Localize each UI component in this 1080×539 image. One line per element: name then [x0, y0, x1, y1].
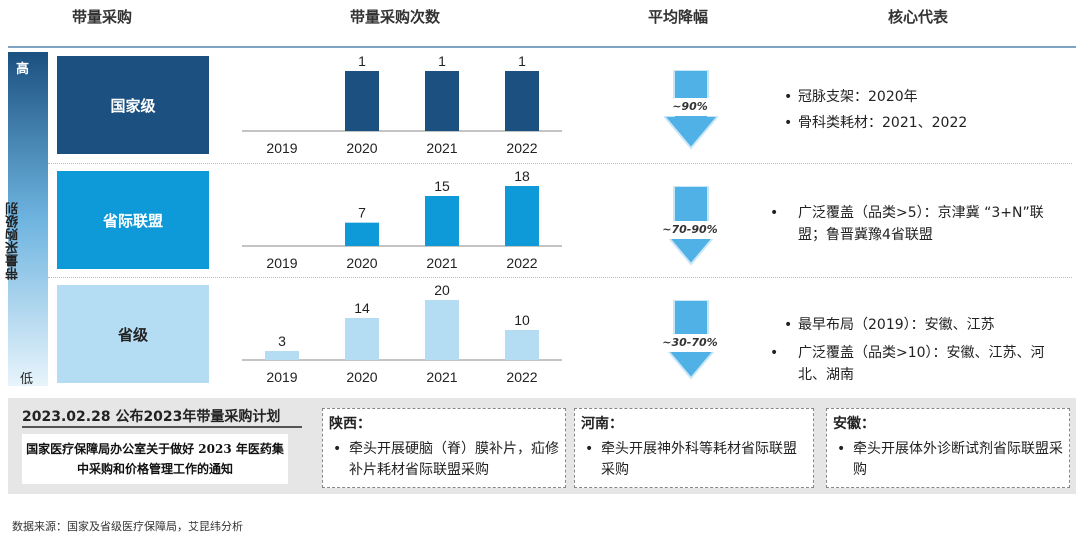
- plan-title: 2023.02.28 公布2023年带量采购计划: [22, 409, 281, 425]
- bar-2021: [425, 71, 459, 131]
- plan-notice: 国家医疗保障局办公室关于做好 2023 年医药集中采购和价格管理工作的通知: [22, 434, 288, 484]
- province-card-shaanxi: 陕西： • 牵头开展硬脑（脊）膜补片，疝修补片耗材省际联盟采购: [322, 408, 566, 488]
- province-body: 牵头开展神外科等耗材省际联盟采购: [601, 441, 797, 478]
- plan-title-underline: [22, 426, 302, 428]
- bar-2020: [345, 222, 379, 246]
- header-rep: 核心代表: [888, 8, 949, 26]
- bar-2019: [265, 351, 299, 360]
- x-tick-label: 2022: [506, 255, 537, 271]
- header-divider: [8, 46, 1076, 48]
- rate-tag-bg: [652, 334, 728, 352]
- x-tick-label: 2020: [346, 255, 377, 271]
- bar-2020: [345, 71, 379, 131]
- level-box-national: 国家级: [57, 56, 209, 154]
- axis-low-label: 低: [20, 372, 34, 387]
- level-box-interprovincial: 省际联盟: [57, 171, 209, 269]
- bar-value-label: 20: [434, 282, 450, 298]
- header-level: 带量采购: [72, 8, 133, 26]
- bar-value-label: 1: [438, 53, 446, 69]
- bar-value-label: 18: [514, 168, 530, 184]
- level-axis-triangle: [8, 52, 48, 386]
- x-tick-label: 2020: [346, 140, 377, 156]
- province-body: 牵头开展硬脑（脊）膜补片，疝修补片耗材省际联盟采购: [349, 441, 559, 478]
- province-name: 河南：: [581, 416, 623, 432]
- bar-2020: [345, 318, 379, 360]
- province-card-anhui: 安徽： • 牵头开展体外诊断试剂省际联盟采购: [826, 408, 1070, 488]
- province-name: 安徽：: [833, 416, 875, 432]
- bar-2021: [425, 300, 459, 360]
- x-tick-label: 2022: [506, 140, 537, 156]
- rate-national: ~90%: [672, 100, 708, 113]
- header-rate: 平均降幅: [648, 8, 709, 26]
- bar-value-label: 14: [354, 300, 370, 316]
- x-tick-label: 2019: [266, 369, 297, 385]
- data-source: 数据来源：国家及省级医疗保障局，艾昆纬分析: [12, 520, 243, 533]
- bar-2022: [505, 71, 539, 131]
- rep-national-2: • 骨科类耗材：2021、2022: [784, 115, 968, 131]
- x-tick-label: 2022: [506, 369, 537, 385]
- rep-interprovincial-1: • 广泛覆盖（品类>5）：京津冀 “3+N”联盟；鲁晋冀豫4省联盟: [770, 205, 1044, 243]
- province-card-henan: 河南： • 牵头开展神外科等耗材省际联盟采购: [574, 408, 814, 488]
- bar-2022: [505, 330, 539, 360]
- bar-2021: [425, 196, 459, 246]
- bar-value-label: 3: [278, 333, 286, 349]
- bar-value-label: 1: [518, 53, 526, 69]
- rate-tag-bg: [652, 221, 728, 239]
- rep-national-1: • 冠脉支架：2020年: [784, 89, 918, 105]
- header-count: 带量采购次数: [350, 8, 441, 26]
- rep-provincial-2: • 广泛覆盖（品类>10）：安徽、江苏、河北、湖南: [770, 345, 1045, 383]
- x-tick-label: 2019: [266, 255, 297, 271]
- bar-value-label: 10: [514, 312, 530, 328]
- province-body: 牵头开展体外诊断试剂省际联盟采购: [853, 441, 1063, 478]
- province-name: 陕西：: [329, 416, 371, 432]
- bar-2022: [505, 186, 539, 246]
- rep-provincial-1: • 最早布局（2019）：安徽、江苏: [784, 317, 995, 333]
- bar-value-label: 7: [358, 205, 366, 221]
- rate-interprovincial: ~70-90%: [662, 223, 718, 236]
- x-tick-label: 2021: [426, 369, 457, 385]
- x-tick-label: 2019: [266, 140, 297, 156]
- x-tick-label: 2020: [346, 369, 377, 385]
- rate-provincial: ~30-70%: [662, 336, 718, 349]
- bar-value-label: 1: [358, 53, 366, 69]
- row-separator: [48, 163, 1072, 164]
- axis-high-label: 高: [16, 62, 30, 77]
- x-tick-label: 2021: [426, 255, 457, 271]
- procurement-count-charts: 2019 1 2020 1 2021 1 2022 2019 7 2020 15 2021 18 2022…: [242, 53, 562, 385]
- row-separator: [48, 277, 1072, 278]
- rate-tag-bg: [657, 98, 723, 116]
- bar-value-label: 15: [434, 178, 450, 194]
- x-tick-label: 2021: [426, 140, 457, 156]
- level-box-provincial: 省级: [57, 285, 209, 383]
